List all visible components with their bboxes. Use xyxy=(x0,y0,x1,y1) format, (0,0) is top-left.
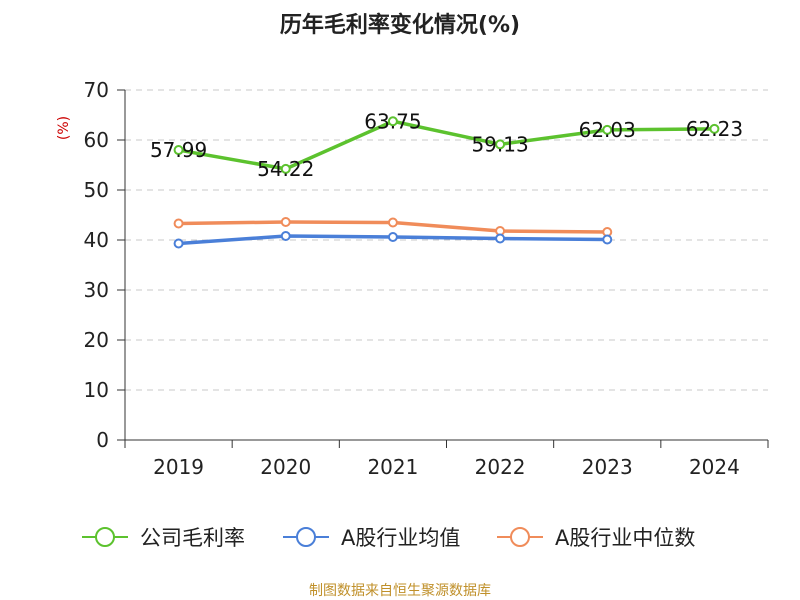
x-tick-label: 2020 xyxy=(260,455,311,479)
y-axis-label: (%) xyxy=(56,116,72,140)
data-point xyxy=(495,139,506,150)
data-label: 63.75 xyxy=(364,109,421,133)
y-tick-label: 50 xyxy=(84,178,109,202)
chart-title: 历年毛利率变化情况(%) xyxy=(280,12,520,38)
data-labels: 57.99 54.22 63.75 59.13 62.03 62.23 xyxy=(150,109,743,181)
data-point xyxy=(173,238,184,249)
x-tick-label: 2024 xyxy=(689,455,740,479)
y-tick-label: 0 xyxy=(96,428,109,452)
data-label: 62.23 xyxy=(686,117,743,141)
legend-marker xyxy=(296,527,316,547)
data-label: 62.03 xyxy=(579,118,636,142)
data-point xyxy=(602,234,613,245)
y-tick-label: 70 xyxy=(84,78,109,102)
legend-label: A股行业中位数 xyxy=(555,526,695,550)
data-point xyxy=(602,124,613,135)
legend-label: A股行业均值 xyxy=(341,526,460,550)
series-layer xyxy=(173,116,720,249)
y-tick-label: 20 xyxy=(84,328,109,352)
data-point xyxy=(387,116,398,127)
series-0 xyxy=(173,116,720,174)
legend-item-1[interactable]: A股行业均值 xyxy=(283,526,460,550)
data-point xyxy=(280,217,291,227)
source-note: 制图数据来自恒生聚源数据库 xyxy=(309,583,491,599)
series-2 xyxy=(173,217,613,237)
data-point xyxy=(280,231,291,241)
legend: 公司毛利率 A股行业均值 A股行业中位数 xyxy=(82,526,695,550)
data-point xyxy=(173,145,184,156)
y-tick-label: 30 xyxy=(84,278,109,302)
data-point xyxy=(709,123,720,134)
x-tick-label: 2022 xyxy=(475,455,526,479)
legend-item-0[interactable]: 公司毛利率 xyxy=(82,526,245,550)
data-label: 59.13 xyxy=(471,132,528,156)
data-label: 54.22 xyxy=(257,157,314,181)
y-tick-label: 10 xyxy=(84,378,109,402)
series-1 xyxy=(173,231,613,249)
y-tick-label: 40 xyxy=(84,228,109,252)
x-tick-label: 2023 xyxy=(582,455,633,479)
data-point xyxy=(280,163,291,174)
y-tick-label: 60 xyxy=(84,128,109,152)
data-point xyxy=(495,233,506,244)
gridlines xyxy=(125,89,768,391)
legend-marker xyxy=(95,527,115,547)
data-point xyxy=(173,218,184,229)
x-tick-label: 2021 xyxy=(367,455,418,479)
legend-marker xyxy=(510,527,530,547)
legend-label: 公司毛利率 xyxy=(140,526,245,550)
series-line xyxy=(178,119,715,171)
data-point xyxy=(387,217,398,228)
data-label: 57.99 xyxy=(150,138,207,162)
axes: 0 10 20 30 40 50 60 70 2019 2020 2021 2022 2023 2024 xyxy=(84,78,769,479)
legend-item-2[interactable]: A股行业中位数 xyxy=(497,526,695,550)
x-tick-label: 2019 xyxy=(153,455,204,479)
data-point xyxy=(387,232,398,242)
